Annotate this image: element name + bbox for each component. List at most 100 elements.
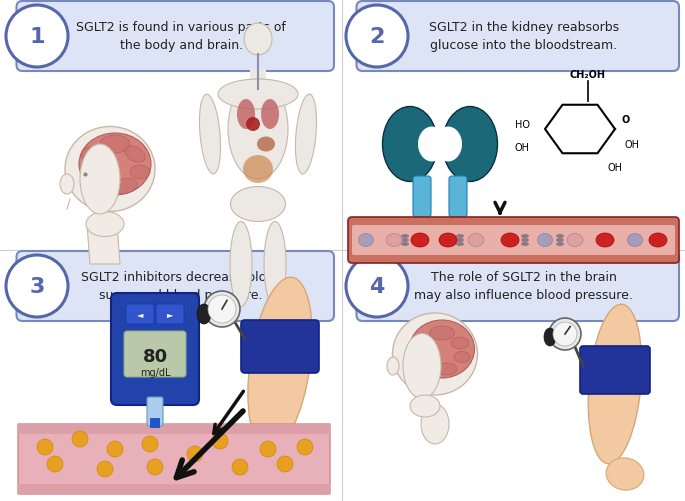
Ellipse shape	[410, 395, 440, 417]
Ellipse shape	[538, 234, 553, 247]
Circle shape	[549, 318, 581, 350]
Ellipse shape	[100, 136, 130, 154]
Ellipse shape	[556, 234, 564, 238]
Circle shape	[297, 439, 313, 455]
Circle shape	[37, 439, 53, 455]
Ellipse shape	[130, 166, 150, 180]
Ellipse shape	[243, 156, 273, 184]
FancyBboxPatch shape	[16, 2, 334, 72]
Ellipse shape	[401, 242, 409, 246]
Ellipse shape	[439, 233, 457, 247]
Ellipse shape	[295, 95, 316, 174]
Ellipse shape	[627, 234, 643, 247]
Text: mg/dL: mg/dL	[140, 367, 171, 377]
FancyBboxPatch shape	[356, 252, 679, 321]
Ellipse shape	[228, 80, 288, 180]
Ellipse shape	[286, 474, 294, 489]
Ellipse shape	[456, 234, 464, 238]
Ellipse shape	[456, 242, 464, 246]
Text: O: O	[622, 115, 630, 125]
Ellipse shape	[387, 357, 399, 375]
Bar	[18, 484, 330, 494]
FancyBboxPatch shape	[449, 177, 467, 217]
Circle shape	[277, 456, 293, 472]
Ellipse shape	[451, 337, 469, 349]
Text: ◄: ◄	[137, 310, 143, 319]
Ellipse shape	[437, 363, 457, 375]
FancyBboxPatch shape	[111, 294, 199, 405]
Circle shape	[6, 256, 68, 317]
Text: The role of SGLT2 in the brain
may also influence blood pressure.: The role of SGLT2 in the brain may also …	[414, 271, 633, 302]
Ellipse shape	[421, 404, 449, 444]
Text: SGLT2 in the kidney reabsorbs
glucose into the bloodstream.: SGLT2 in the kidney reabsorbs glucose in…	[429, 22, 619, 53]
Ellipse shape	[501, 233, 519, 247]
Ellipse shape	[521, 238, 529, 242]
Ellipse shape	[237, 100, 255, 130]
Ellipse shape	[264, 222, 286, 307]
Ellipse shape	[306, 474, 314, 489]
FancyBboxPatch shape	[352, 225, 675, 256]
Ellipse shape	[414, 350, 429, 360]
Ellipse shape	[429, 326, 455, 340]
Text: 1: 1	[29, 27, 45, 47]
Ellipse shape	[443, 107, 497, 182]
Circle shape	[260, 441, 276, 457]
Ellipse shape	[358, 234, 373, 247]
Ellipse shape	[434, 127, 462, 162]
Ellipse shape	[567, 234, 583, 247]
Ellipse shape	[95, 182, 116, 197]
Circle shape	[47, 456, 63, 472]
Text: ►: ►	[166, 310, 173, 319]
Circle shape	[187, 446, 203, 462]
Circle shape	[346, 256, 408, 317]
Ellipse shape	[246, 118, 260, 132]
Text: HO: HO	[515, 120, 530, 130]
Text: OH: OH	[608, 163, 623, 173]
Ellipse shape	[276, 474, 284, 489]
FancyBboxPatch shape	[241, 320, 319, 373]
Ellipse shape	[456, 238, 464, 242]
Text: 2: 2	[369, 27, 385, 47]
Text: 3: 3	[29, 277, 45, 297]
Ellipse shape	[84, 169, 102, 181]
Ellipse shape	[544, 328, 556, 346]
Ellipse shape	[649, 233, 667, 247]
Circle shape	[6, 6, 68, 68]
Ellipse shape	[81, 148, 99, 162]
FancyBboxPatch shape	[126, 305, 154, 324]
Text: CH₂OH: CH₂OH	[570, 70, 606, 80]
Ellipse shape	[411, 233, 429, 247]
Ellipse shape	[244, 24, 272, 56]
Ellipse shape	[273, 444, 317, 484]
FancyBboxPatch shape	[16, 252, 334, 321]
Ellipse shape	[112, 179, 138, 194]
Ellipse shape	[218, 80, 298, 110]
Ellipse shape	[86, 212, 124, 237]
Text: OH: OH	[625, 140, 640, 150]
FancyBboxPatch shape	[124, 331, 186, 377]
Circle shape	[208, 296, 236, 323]
FancyBboxPatch shape	[147, 397, 163, 426]
Ellipse shape	[401, 238, 409, 242]
Ellipse shape	[386, 234, 402, 247]
Circle shape	[147, 459, 163, 475]
Ellipse shape	[79, 134, 151, 195]
Circle shape	[97, 461, 113, 477]
FancyBboxPatch shape	[580, 346, 650, 394]
Ellipse shape	[296, 474, 304, 489]
Ellipse shape	[401, 234, 409, 238]
Circle shape	[107, 441, 123, 457]
FancyBboxPatch shape	[18, 424, 330, 494]
Ellipse shape	[199, 95, 221, 174]
Ellipse shape	[418, 127, 446, 162]
Ellipse shape	[248, 278, 312, 451]
Circle shape	[553, 322, 577, 346]
Ellipse shape	[261, 100, 279, 130]
Ellipse shape	[393, 313, 477, 395]
Ellipse shape	[556, 238, 564, 242]
Ellipse shape	[230, 222, 252, 307]
Polygon shape	[87, 224, 120, 265]
Text: OH: OH	[515, 143, 530, 153]
Circle shape	[142, 436, 158, 452]
Ellipse shape	[468, 234, 484, 247]
